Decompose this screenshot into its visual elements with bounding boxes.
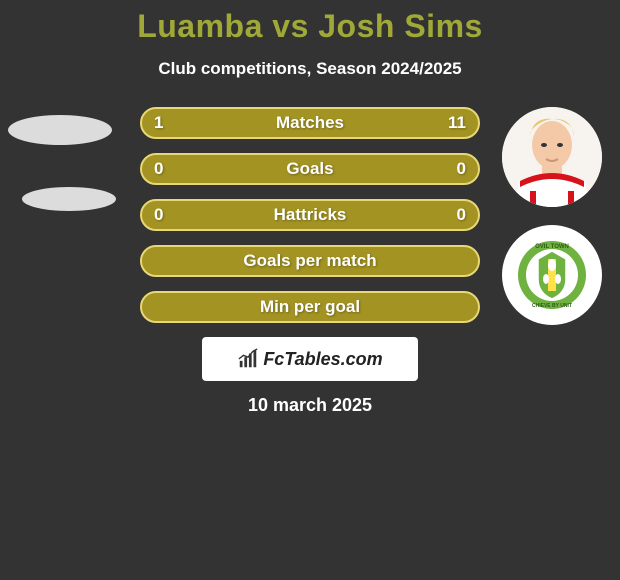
stat-right-value: 0	[457, 159, 466, 179]
right-player-avatar	[502, 107, 602, 207]
stat-label: Goals per match	[243, 251, 376, 271]
club-crest-icon: OVIL TOWN CHIEVE BY UNIT	[512, 235, 592, 315]
page-title: Luamba vs Josh Sims	[0, 8, 620, 45]
comparison-widget: Luamba vs Josh Sims Club competitions, S…	[0, 0, 620, 416]
left-player-avatar	[8, 115, 112, 145]
stat-label: Goals	[286, 159, 333, 179]
stat-row-goals: 0 Goals 0	[140, 153, 480, 185]
branding-text: FcTables.com	[263, 349, 382, 370]
stat-bars: 1 Matches 11 0 Goals 0 0 Hattricks 0 Goa…	[140, 107, 480, 323]
compare-area: OVIL TOWN CHIEVE BY UNIT 1 Matches 11 0 …	[0, 107, 620, 416]
stat-row-matches: 1 Matches 11	[140, 107, 480, 139]
stat-left-value: 0	[154, 159, 163, 179]
left-player-column	[8, 107, 116, 229]
page-subtitle: Club competitions, Season 2024/2025	[0, 59, 620, 79]
stat-right-value: 11	[448, 113, 466, 133]
left-club-crest	[22, 187, 116, 211]
stat-row-hattricks: 0 Hattricks 0	[140, 199, 480, 231]
crest-bottom-text: CHIEVE BY UNIT	[532, 303, 572, 309]
crest-top-text: OVIL TOWN	[535, 244, 569, 250]
branding-badge: FcTables.com	[202, 337, 418, 381]
stat-label: Matches	[276, 113, 344, 133]
date-label: 10 march 2025	[0, 395, 620, 416]
right-player-column: OVIL TOWN CHIEVE BY UNIT	[502, 107, 602, 343]
stat-row-min-per-goal: Min per goal	[140, 291, 480, 323]
chart-icon	[237, 348, 259, 370]
stat-left-value: 1	[154, 113, 163, 133]
stat-row-goals-per-match: Goals per match	[140, 245, 480, 277]
stat-left-value: 0	[154, 205, 163, 225]
stat-label: Hattricks	[274, 205, 347, 225]
player-portrait-icon	[502, 107, 602, 207]
stat-right-value: 0	[457, 205, 466, 225]
stat-label: Min per goal	[260, 297, 360, 317]
right-club-crest: OVIL TOWN CHIEVE BY UNIT	[502, 225, 602, 325]
